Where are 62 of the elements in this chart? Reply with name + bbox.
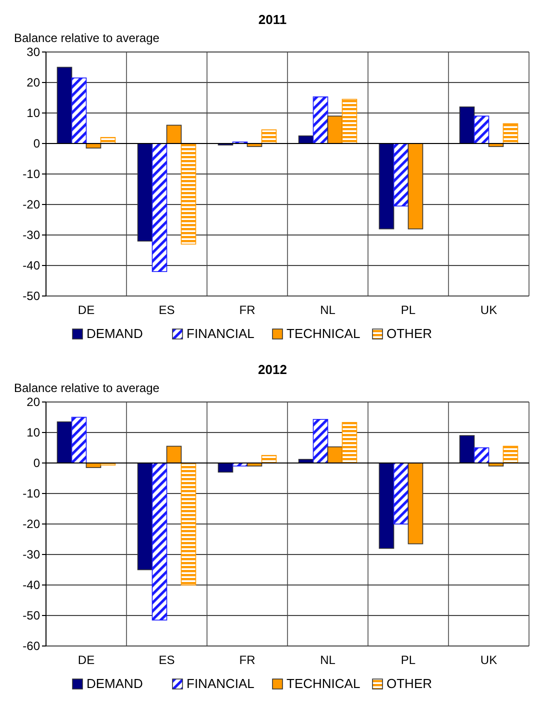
bar — [71, 78, 87, 144]
bar — [312, 418, 328, 464]
x-tick-label: PL — [400, 303, 416, 317]
bar — [459, 106, 475, 144]
y-axis-title: Balance relative to average — [14, 31, 160, 45]
x-tick-label: DE — [78, 303, 95, 317]
bar — [137, 462, 153, 570]
x-tick-label: UK — [480, 653, 498, 667]
y-tick-label: 10 — [26, 426, 40, 440]
legend-label: OTHER — [386, 676, 432, 691]
bar — [56, 421, 72, 464]
bar — [408, 143, 424, 230]
y-tick-label: -10 — [22, 167, 40, 182]
x-tick-label: DE — [78, 653, 95, 667]
bar — [71, 416, 87, 464]
x-tick-label: NL — [320, 303, 336, 317]
y-tick-label: -10 — [22, 486, 40, 501]
bar — [152, 143, 168, 272]
bar — [312, 96, 328, 144]
y-tick-label: 20 — [26, 76, 40, 90]
y-tick-label: -50 — [22, 608, 40, 623]
bar — [56, 66, 72, 144]
bar — [393, 143, 409, 206]
y-tick-label: -20 — [22, 517, 40, 532]
y-tick-label: -50 — [22, 289, 40, 304]
x-tick-label: ES — [158, 303, 175, 317]
bar — [408, 462, 424, 544]
legend-label: FINANCIAL — [186, 326, 254, 341]
x-tick-label: UK — [480, 303, 498, 317]
y-axis-title: Balance relative to average — [14, 381, 160, 395]
y-tick-label: -20 — [22, 198, 40, 212]
legend-label: FINANCIAL — [186, 676, 254, 691]
legend-label: DEMAND — [86, 676, 143, 691]
legend-label: DEMAND — [86, 326, 143, 341]
bar — [474, 447, 490, 464]
x-tick-label: ES — [158, 653, 175, 667]
legend-label: TECHNICAL — [286, 326, 360, 341]
bar — [474, 116, 490, 144]
y-tick-label: -30 — [22, 228, 40, 242]
chart-title: 2011 — [258, 12, 287, 27]
x-tick-label: FR — [239, 303, 256, 317]
y-tick-label: -60 — [22, 639, 40, 654]
bar — [152, 462, 168, 620]
y-tick-label: 0 — [33, 136, 40, 151]
legend-label: OTHER — [386, 326, 432, 341]
x-tick-label: NL — [320, 653, 336, 667]
x-tick-label: PL — [400, 653, 416, 667]
bar — [378, 143, 394, 230]
y-tick-label: 30 — [26, 45, 40, 60]
bar — [393, 462, 409, 524]
y-tick-label: 10 — [26, 106, 40, 120]
y-tick-label: 0 — [33, 456, 40, 470]
x-tick-label: FR — [239, 653, 256, 667]
bar — [459, 435, 475, 464]
y-tick-label: 20 — [26, 395, 40, 410]
y-tick-label: -40 — [22, 578, 40, 592]
legend-label: TECHNICAL — [286, 676, 360, 691]
y-tick-label: -30 — [22, 548, 40, 562]
y-tick-label: -40 — [22, 258, 40, 273]
chart-title: 2012 — [258, 362, 287, 377]
bar — [137, 143, 153, 242]
bar — [378, 462, 394, 549]
